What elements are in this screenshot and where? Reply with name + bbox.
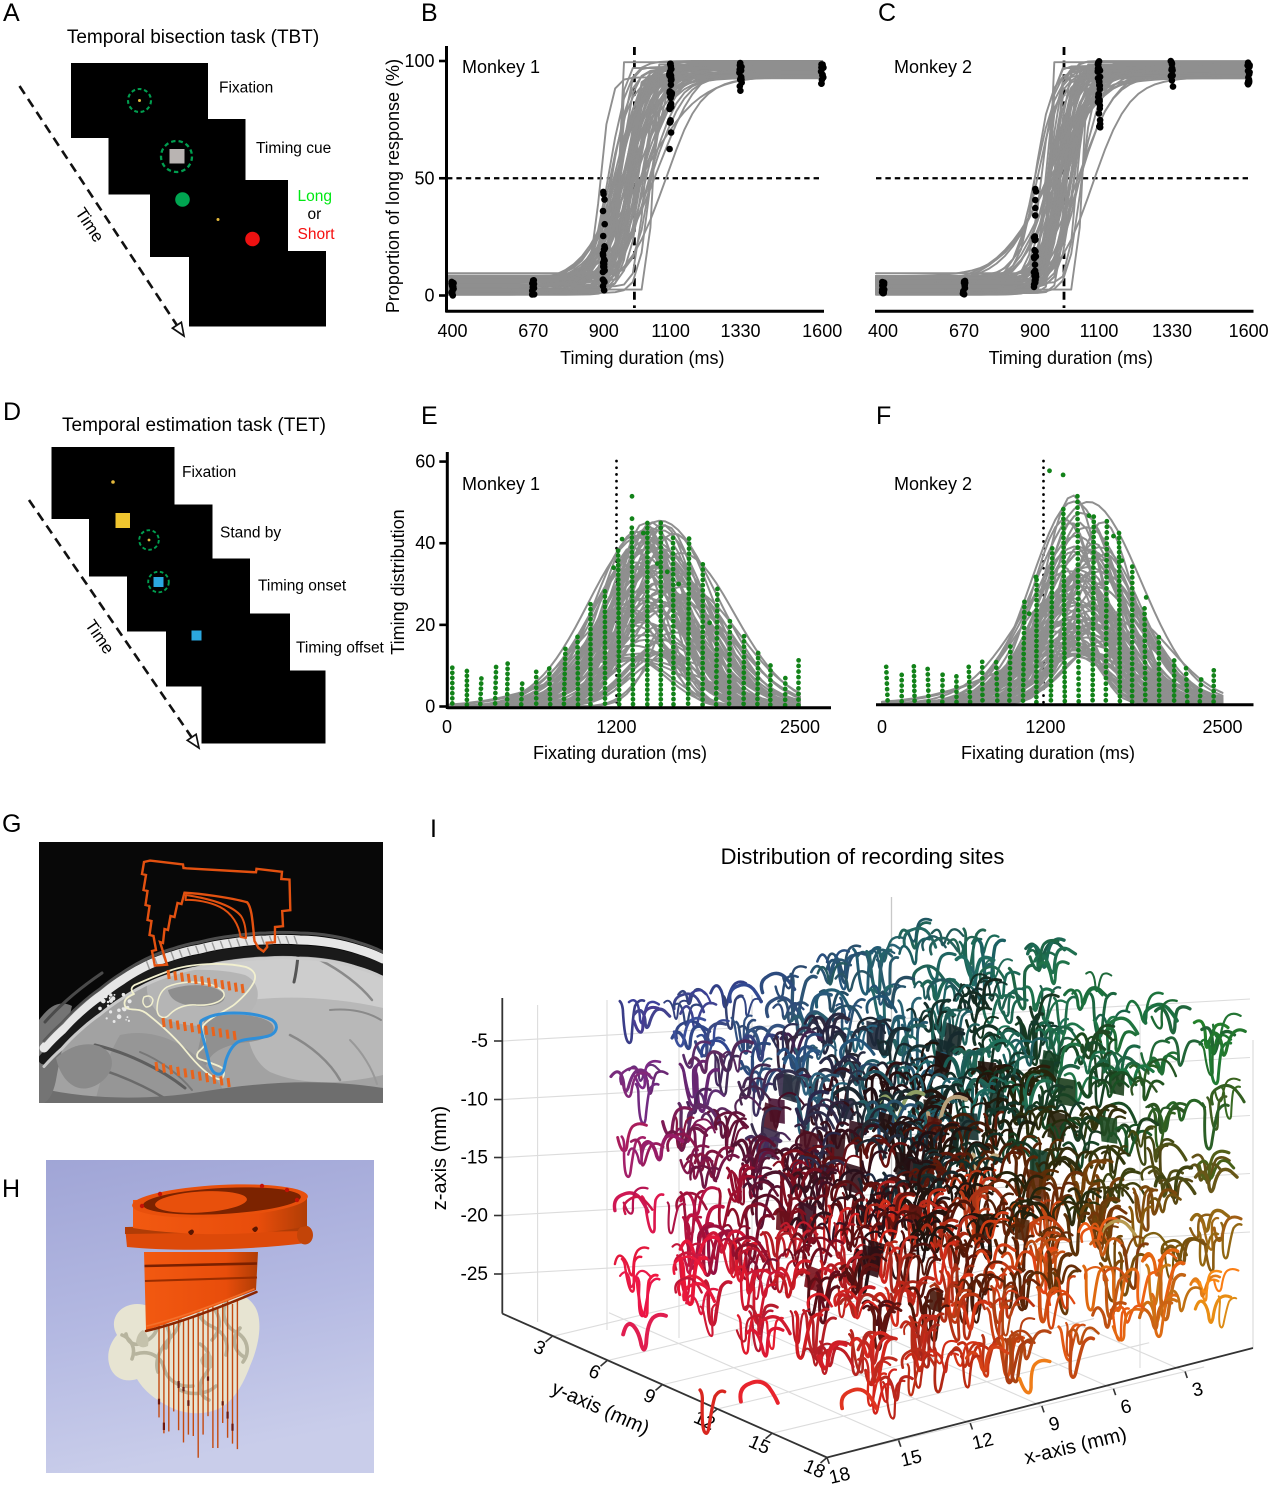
svg-text:1330: 1330 <box>720 321 760 341</box>
svg-text:1200: 1200 <box>1025 717 1065 737</box>
svg-text:20: 20 <box>415 615 435 635</box>
svg-text:D: D <box>3 398 21 426</box>
svg-text:Fixation: Fixation <box>182 464 236 481</box>
svg-text:Temporal estimation task (TET): Temporal estimation task (TET) <box>62 415 326 436</box>
svg-text:-5: -5 <box>471 1031 488 1052</box>
svg-text:670: 670 <box>518 321 548 341</box>
svg-text:or: or <box>308 206 322 223</box>
svg-text:Long: Long <box>298 188 332 205</box>
svg-text:2500: 2500 <box>1202 717 1242 737</box>
svg-text:3: 3 <box>530 1337 548 1360</box>
svg-text:y-axis (mm): y-axis (mm) <box>548 1377 652 1440</box>
svg-text:100: 100 <box>404 51 434 71</box>
svg-text:Timing distribution: Timing distribution <box>388 509 408 654</box>
svg-text:Temporal bisection task (TBT): Temporal bisection task (TBT) <box>67 27 319 48</box>
svg-text:Proportion of long response (%: Proportion of long response (%) <box>383 59 403 313</box>
svg-text:1200: 1200 <box>596 717 636 737</box>
svg-text:6: 6 <box>585 1361 603 1384</box>
svg-text:670: 670 <box>949 321 979 341</box>
svg-text:Short: Short <box>298 226 336 243</box>
svg-text:A: A <box>3 0 20 27</box>
svg-text:0: 0 <box>425 697 435 717</box>
svg-text:G: G <box>2 810 21 838</box>
svg-text:1600: 1600 <box>1229 321 1269 341</box>
svg-text:900: 900 <box>1020 321 1050 341</box>
svg-text:900: 900 <box>589 321 619 341</box>
svg-text:0: 0 <box>424 286 434 306</box>
svg-text:3: 3 <box>1190 1379 1205 1402</box>
svg-text:-25: -25 <box>461 1264 488 1285</box>
svg-text:6: 6 <box>1119 1396 1134 1419</box>
svg-text:-15: -15 <box>461 1148 488 1169</box>
svg-text:Monkey 2: Monkey 2 <box>894 474 972 494</box>
svg-text:9: 9 <box>640 1385 658 1408</box>
svg-text:9: 9 <box>1047 1413 1062 1436</box>
svg-text:15: 15 <box>899 1446 924 1471</box>
svg-text:2500: 2500 <box>780 717 820 737</box>
svg-text:Monkey 1: Monkey 1 <box>462 57 540 77</box>
svg-text:400: 400 <box>868 321 898 341</box>
svg-text:12: 12 <box>970 1429 995 1454</box>
svg-text:Timing onset: Timing onset <box>258 578 347 595</box>
svg-text:x-axis (mm): x-axis (mm) <box>1022 1423 1129 1469</box>
svg-text:Time: Time <box>71 204 107 245</box>
svg-text:Timing duration (ms): Timing duration (ms) <box>560 348 724 368</box>
svg-text:400: 400 <box>437 321 467 341</box>
svg-text:Fixating duration (ms): Fixating duration (ms) <box>961 743 1135 763</box>
svg-text:Monkey 1: Monkey 1 <box>462 474 540 494</box>
svg-text:1600: 1600 <box>802 321 842 341</box>
svg-text:Monkey 2: Monkey 2 <box>894 57 972 77</box>
svg-text:E: E <box>421 402 438 430</box>
svg-text:C: C <box>878 0 896 27</box>
svg-text:Fixation: Fixation <box>219 80 273 97</box>
svg-text:Distribution of recording site: Distribution of recording sites <box>721 844 1005 869</box>
svg-text:-20: -20 <box>461 1206 488 1227</box>
svg-text:Fixating duration (ms): Fixating duration (ms) <box>533 743 707 763</box>
svg-text:0: 0 <box>442 717 452 737</box>
svg-text:Timing duration (ms): Timing duration (ms) <box>989 348 1153 368</box>
svg-text:z-axis (mm): z-axis (mm) <box>429 1106 451 1210</box>
svg-text:B: B <box>421 0 438 27</box>
svg-text:50: 50 <box>414 168 434 188</box>
svg-text:F: F <box>876 402 891 430</box>
svg-text:H: H <box>2 1175 20 1203</box>
svg-text:-10: -10 <box>461 1090 488 1111</box>
svg-text:I: I <box>430 815 437 843</box>
svg-text:40: 40 <box>415 533 435 553</box>
svg-text:60: 60 <box>415 452 435 472</box>
svg-text:Timing offset: Timing offset <box>296 640 385 657</box>
svg-text:Stand by: Stand by <box>220 525 281 542</box>
svg-text:1100: 1100 <box>651 321 690 341</box>
svg-text:1330: 1330 <box>1152 321 1192 341</box>
svg-text:18: 18 <box>827 1463 852 1486</box>
svg-text:Timing cue: Timing cue <box>256 140 331 157</box>
svg-text:0: 0 <box>877 717 887 737</box>
svg-text:1100: 1100 <box>1080 321 1119 341</box>
